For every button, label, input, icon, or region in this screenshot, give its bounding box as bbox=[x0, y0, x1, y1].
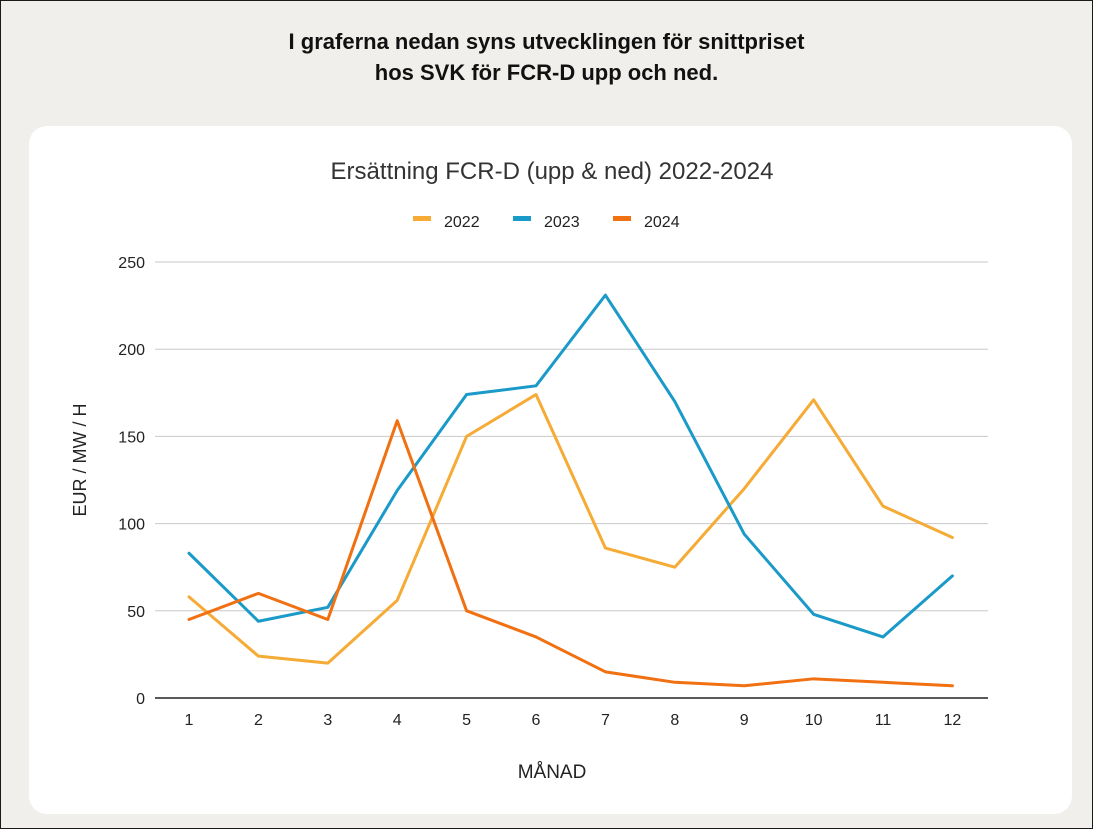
legend-swatch-2024 bbox=[613, 216, 631, 221]
series-line-2024 bbox=[187, 419, 954, 688]
heading-line-2: hos SVK för FCR-D upp och ned. bbox=[374, 60, 719, 85]
x-tick-label: 7 bbox=[601, 712, 610, 729]
x-tick-label: 5 bbox=[462, 712, 471, 729]
y-tick-label: 200 bbox=[118, 342, 145, 359]
x-tick-label: 1 bbox=[185, 712, 194, 729]
y-tick-label: 50 bbox=[127, 604, 145, 621]
chart-title: Ersättning FCR-D (upp & ned) 2022-2024 bbox=[331, 158, 774, 185]
y-tick-label: 100 bbox=[118, 517, 145, 534]
y-tick-label: 0 bbox=[136, 691, 145, 708]
x-tick-label: 8 bbox=[670, 712, 679, 729]
x-tick-label: 12 bbox=[944, 712, 962, 729]
y-axis-ticks: 0 50 100 150 200 250 bbox=[118, 255, 145, 708]
x-tick-label: 4 bbox=[393, 712, 402, 729]
x-tick-label: 2 bbox=[254, 712, 263, 729]
x-tick-label: 6 bbox=[532, 712, 541, 729]
series-line-2023 bbox=[187, 293, 954, 639]
x-tick-label: 11 bbox=[875, 712, 892, 729]
heading-line-1: I graferna nedan syns utvecklingen för s… bbox=[288, 29, 805, 54]
legend-label-2024: 2024 bbox=[644, 214, 680, 231]
x-axis-ticks: 1 2 3 4 5 6 7 8 9 10 11 12 bbox=[185, 712, 962, 729]
y-tick-label: 250 bbox=[118, 255, 145, 272]
y-axis-label: EUR / MW / H bbox=[70, 404, 90, 517]
legend-label-2023: 2023 bbox=[544, 214, 580, 231]
legend-label-2022: 2022 bbox=[444, 214, 480, 231]
grid-lines bbox=[155, 261, 988, 699]
x-tick-label: 10 bbox=[805, 712, 823, 729]
page-heading: I graferna nedan syns utvecklingen för s… bbox=[0, 26, 1093, 88]
chart-legend: 2022 2023 2024 bbox=[413, 214, 680, 231]
legend-swatch-2023 bbox=[513, 216, 531, 221]
chart-card bbox=[29, 126, 1072, 814]
series-line-2022 bbox=[187, 393, 954, 665]
y-tick-label: 150 bbox=[118, 429, 145, 446]
x-tick-label: 9 bbox=[740, 712, 749, 729]
series-lines bbox=[187, 293, 954, 688]
legend-swatch-2022 bbox=[413, 216, 431, 221]
x-axis-label: MÅNAD bbox=[518, 762, 587, 783]
x-tick-label: 3 bbox=[323, 712, 332, 729]
